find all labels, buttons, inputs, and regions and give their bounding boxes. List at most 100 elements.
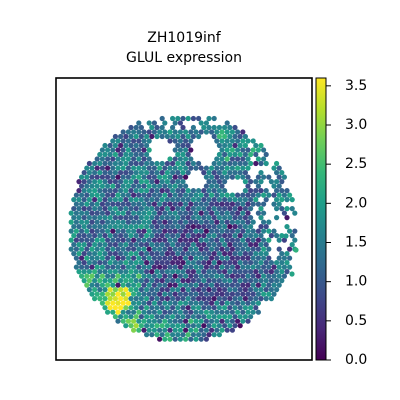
spot xyxy=(203,282,209,288)
spot xyxy=(151,219,157,225)
spot xyxy=(157,318,163,324)
spot xyxy=(240,201,246,207)
spot xyxy=(180,332,186,338)
spot xyxy=(164,314,170,320)
spot xyxy=(229,147,235,153)
spot xyxy=(170,332,176,338)
spot xyxy=(209,183,215,189)
spot xyxy=(120,255,126,261)
spot xyxy=(107,206,113,212)
spot xyxy=(219,282,225,288)
spot xyxy=(185,160,191,167)
spot xyxy=(185,287,191,293)
spot xyxy=(123,197,129,203)
spot xyxy=(120,129,126,135)
spot xyxy=(175,160,181,167)
spot xyxy=(125,219,131,225)
spot xyxy=(159,224,165,230)
spot xyxy=(94,165,100,171)
spot xyxy=(81,233,87,239)
spot xyxy=(146,282,152,288)
spot xyxy=(172,264,178,270)
spot xyxy=(214,201,220,207)
spot xyxy=(159,251,165,257)
spot xyxy=(123,179,129,185)
spot xyxy=(224,327,230,333)
spot xyxy=(136,291,142,297)
spot xyxy=(232,197,238,203)
spot xyxy=(255,174,261,180)
spot xyxy=(157,183,163,189)
spot xyxy=(76,179,82,185)
spot xyxy=(245,264,251,270)
spot xyxy=(180,115,186,122)
spot xyxy=(237,206,243,212)
spot xyxy=(154,133,160,140)
spot xyxy=(177,255,183,261)
spot xyxy=(229,291,235,297)
spot xyxy=(235,255,241,261)
spot xyxy=(261,255,267,261)
spot xyxy=(105,201,111,207)
spot xyxy=(99,228,105,234)
spot xyxy=(219,165,225,171)
spot xyxy=(154,296,160,302)
spot xyxy=(271,201,277,207)
spot xyxy=(94,174,100,180)
spot xyxy=(120,264,126,270)
spot xyxy=(146,138,152,144)
spot xyxy=(115,282,121,288)
spot xyxy=(232,233,238,239)
spot xyxy=(177,174,183,180)
spot xyxy=(154,323,160,329)
spot xyxy=(274,197,280,203)
spot xyxy=(203,165,209,171)
spot xyxy=(206,296,212,302)
spot xyxy=(237,314,243,320)
spot xyxy=(110,147,116,153)
spot xyxy=(214,156,220,162)
spot xyxy=(149,260,155,266)
spot xyxy=(125,300,131,306)
spot xyxy=(284,269,290,275)
spot xyxy=(162,219,168,225)
spot xyxy=(235,147,241,153)
spot xyxy=(133,197,139,203)
spot xyxy=(209,327,215,333)
spot xyxy=(193,273,199,279)
spot xyxy=(146,273,152,279)
spot xyxy=(110,264,116,270)
spot xyxy=(258,287,264,293)
spot xyxy=(136,147,142,153)
spot xyxy=(151,255,157,261)
spot xyxy=(97,170,103,176)
spot xyxy=(125,255,131,261)
spot xyxy=(250,228,256,234)
spot xyxy=(141,210,147,216)
spot xyxy=(222,260,228,266)
spot xyxy=(110,138,116,144)
spot xyxy=(94,273,100,279)
spot xyxy=(128,215,134,221)
spot xyxy=(222,269,228,275)
spot xyxy=(89,165,95,171)
spot xyxy=(183,156,189,162)
colorbar-tick-label: 2.5 xyxy=(345,156,367,172)
spot xyxy=(151,192,157,198)
spot xyxy=(94,183,100,189)
spot xyxy=(79,192,85,198)
spot xyxy=(170,188,176,194)
spot xyxy=(227,160,233,167)
spot xyxy=(172,147,178,153)
spot xyxy=(81,197,87,203)
spot xyxy=(268,179,274,185)
spot xyxy=(284,197,290,203)
spot xyxy=(229,273,235,279)
spot xyxy=(177,120,183,126)
spot xyxy=(237,170,243,176)
spot xyxy=(203,273,209,279)
spot xyxy=(250,246,256,252)
spot xyxy=(167,300,173,306)
spot xyxy=(222,188,228,194)
spot xyxy=(268,233,274,239)
